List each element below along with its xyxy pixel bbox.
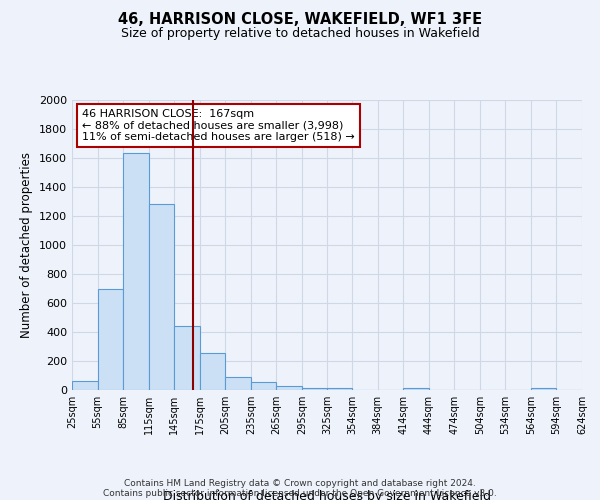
Text: Size of property relative to detached houses in Wakefield: Size of property relative to detached ho… [121, 28, 479, 40]
Y-axis label: Number of detached properties: Number of detached properties [20, 152, 34, 338]
Bar [328, 388, 352, 390]
Text: 46 HARRISON CLOSE:  167sqm
← 88% of detached houses are smaller (3,998)
11% of s: 46 HARRISON CLOSE: 167sqm ← 88% of detac… [82, 108, 355, 142]
Bar [174, 326, 200, 390]
Bar [149, 204, 174, 390]
Bar [531, 388, 556, 390]
Text: 46, HARRISON CLOSE, WAKEFIELD, WF1 3FE: 46, HARRISON CLOSE, WAKEFIELD, WF1 3FE [118, 12, 482, 28]
Bar [302, 388, 328, 390]
Bar [403, 388, 429, 390]
X-axis label: Distribution of detached houses by size in Wakefield: Distribution of detached houses by size … [163, 490, 491, 500]
Bar [251, 382, 277, 390]
Text: Contains public sector information licensed under the Open Government Licence v3: Contains public sector information licen… [103, 488, 497, 498]
Bar [123, 153, 149, 390]
Bar [277, 386, 302, 390]
Bar [98, 289, 123, 390]
Bar [225, 377, 251, 390]
Text: Contains HM Land Registry data © Crown copyright and database right 2024.: Contains HM Land Registry data © Crown c… [124, 478, 476, 488]
Bar [72, 380, 98, 390]
Bar [200, 354, 225, 390]
